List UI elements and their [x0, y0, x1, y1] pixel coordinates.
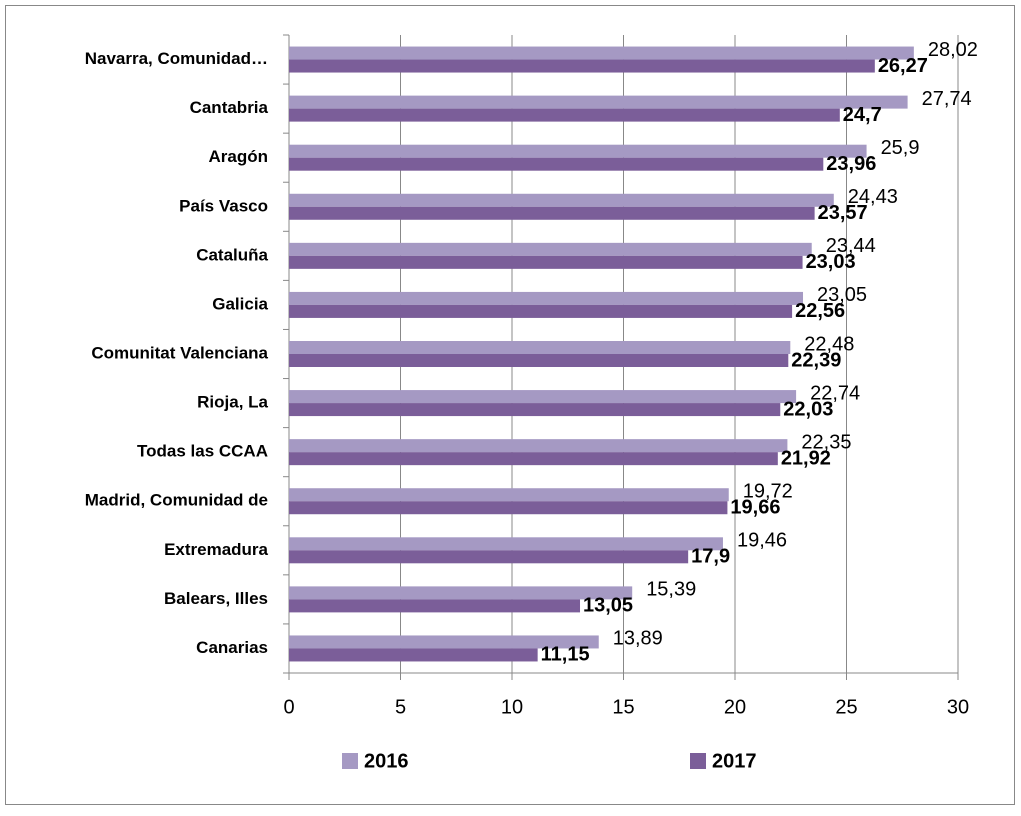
bar — [289, 304, 793, 318]
bar — [289, 550, 689, 564]
legend-swatch — [342, 753, 358, 769]
value-label-2017: 13,05 — [583, 595, 633, 617]
value-label-2016: 19,46 — [737, 530, 787, 552]
y-tick-label: Madrid, Comunidad de — [85, 491, 268, 510]
value-label-2017: 26,27 — [878, 55, 928, 77]
bar — [289, 242, 812, 256]
value-label-2016: 23,05 — [817, 284, 867, 306]
y-tick-label: Extremadura — [164, 540, 268, 559]
bar — [289, 108, 840, 122]
bar — [289, 501, 728, 515]
bar — [289, 95, 908, 109]
bar — [289, 648, 538, 662]
value-label-2016: 24,43 — [848, 186, 898, 208]
legend-label: 2017 — [712, 750, 757, 772]
y-tick-label: Aragón — [209, 147, 269, 166]
value-label-2016: 22,48 — [804, 333, 854, 355]
bar — [289, 59, 875, 73]
legend-label: 2016 — [364, 750, 409, 772]
x-tick-label: 20 — [724, 696, 746, 718]
x-tick-label: 10 — [501, 696, 523, 718]
y-tick-label: Balears, Illes — [164, 589, 268, 608]
value-label-2017: 19,66 — [730, 497, 780, 519]
bar — [289, 586, 633, 600]
value-label-2016: 19,72 — [743, 481, 793, 503]
bar — [289, 439, 788, 453]
value-label-2016: 25,9 — [881, 137, 920, 159]
value-label-2017: 22,56 — [795, 300, 845, 322]
value-label-2017: 17,9 — [691, 546, 730, 568]
bar — [289, 537, 723, 551]
bar — [289, 599, 581, 613]
value-label-2016: 23,44 — [826, 235, 876, 257]
x-tick-label: 25 — [835, 696, 857, 718]
bar — [289, 46, 914, 60]
bar — [289, 403, 781, 417]
y-tick-label: Cantabria — [190, 98, 269, 117]
x-tick-label: 15 — [612, 696, 634, 718]
value-label-2017: 11,15 — [541, 644, 590, 666]
bar — [289, 390, 797, 404]
bar — [289, 635, 599, 649]
x-tick-label: 5 — [395, 696, 406, 718]
y-tick-label: País Vasco — [179, 196, 268, 215]
value-label-2016: 15,39 — [646, 579, 696, 601]
value-label-2016: 22,35 — [801, 431, 851, 453]
y-tick-label: Comunitat Valenciana — [91, 343, 268, 362]
y-tick-label: Galicia — [212, 294, 268, 313]
value-label-2016: 13,89 — [613, 628, 663, 650]
y-tick-label: Navarra, Comunidad… — [85, 49, 268, 68]
bar — [289, 354, 789, 367]
y-tick-label: Canarias — [196, 638, 268, 657]
value-label-2017: 21,92 — [781, 447, 831, 469]
value-label-2017: 22,03 — [783, 398, 833, 420]
x-tick-label: 0 — [283, 696, 294, 718]
bar — [289, 291, 804, 305]
value-label-2016: 28,02 — [928, 39, 978, 61]
bar — [289, 193, 834, 207]
bar — [289, 206, 815, 220]
value-label-2017: 24,7 — [843, 104, 882, 126]
bar — [289, 452, 778, 466]
bar — [289, 341, 791, 354]
bar — [289, 144, 867, 158]
value-label-2017: 23,57 — [818, 202, 868, 224]
value-label-2017: 23,03 — [806, 251, 856, 273]
bar — [289, 255, 803, 269]
value-label-2017: 22,39 — [791, 349, 841, 371]
y-tick-label: Cataluña — [196, 245, 268, 264]
bar — [289, 157, 824, 171]
y-tick-label: Rioja, La — [197, 393, 268, 412]
legend-swatch — [690, 753, 706, 769]
value-label-2017: 23,96 — [826, 153, 876, 175]
bar — [289, 488, 729, 502]
value-label-2016: 27,74 — [922, 88, 972, 110]
y-tick-label: Todas las CCAA — [137, 442, 268, 461]
x-tick-label: 30 — [947, 696, 969, 718]
value-label-2016: 22,74 — [810, 382, 860, 404]
